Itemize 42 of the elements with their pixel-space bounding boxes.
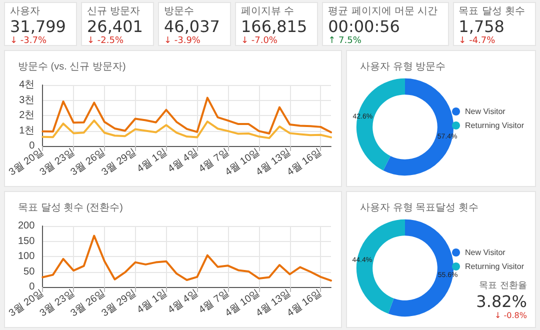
y-tick-label: 50: [24, 266, 36, 278]
y-tick-label: 3천: [19, 94, 35, 106]
chart-title: 방문수 (vs. 신규 방문자): [18, 62, 126, 72]
y-tick-label: 150: [18, 236, 36, 247]
legend-label: Returning Visitor: [465, 262, 524, 271]
text: ↓ -3.7%: [10, 36, 48, 47]
text: 사용자: [10, 6, 41, 18]
line-series: [42, 120, 332, 140]
y-tick-label: 4천: [19, 80, 35, 90]
y-tick-label: 100: [18, 251, 36, 262]
text: ↓ -2.5%: [86, 36, 124, 47]
text: 목표 달성 횟수: [458, 6, 526, 18]
text: 26,401: [86, 17, 144, 36]
text: 1,758: [458, 17, 506, 36]
text: 46,037: [164, 17, 221, 36]
chart-title: 사용자 유형 방문수: [360, 62, 446, 72]
chart-title: 사용자 유형 목표달성 횟수: [360, 202, 478, 214]
line-series: [42, 96, 332, 134]
text: 31,799: [10, 17, 67, 36]
legend-label: New Visitor: [465, 107, 506, 116]
y-tick-label: 2천: [19, 110, 35, 121]
y-tick-label: 0: [29, 282, 36, 292]
text: 3.82%: [476, 292, 527, 312]
text: 페이지뷰 수: [240, 6, 296, 18]
legend-label: Returning Visitor: [465, 121, 524, 130]
text: 신규 방문자: [86, 6, 142, 18]
y-tick-label: 1천: [19, 125, 35, 136]
text: 00:00:56: [328, 17, 401, 36]
text: ↓ -4.7%: [458, 36, 496, 47]
text: ↑ 7.5%: [328, 36, 362, 47]
text: ↓ -0.8%: [494, 311, 527, 321]
text: ↓ -7.0%: [240, 36, 278, 47]
chart-title: 목표 달성 횟수 (전환수): [18, 202, 123, 214]
text: 목표 전환율: [478, 281, 527, 292]
legend-label: New Visitor: [465, 248, 506, 257]
y-tick-label: 0: [29, 140, 36, 152]
text: ↓ -3.9%: [164, 36, 202, 47]
text: 방문수: [164, 6, 195, 18]
y-tick-label: 200: [18, 220, 36, 232]
line-series: [42, 234, 332, 282]
text: 166,815: [240, 17, 308, 36]
text: 평균 페이지에 머문 시간: [328, 6, 439, 18]
